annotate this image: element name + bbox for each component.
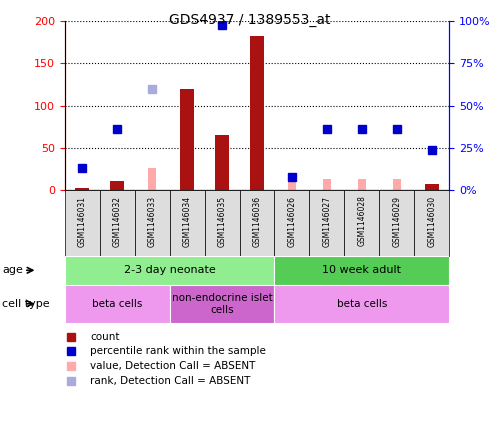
- Text: rank, Detection Call = ABSENT: rank, Detection Call = ABSENT: [90, 376, 250, 386]
- Text: non-endocrine islet
cells: non-endocrine islet cells: [172, 293, 272, 315]
- Text: GDS4937 / 1389553_at: GDS4937 / 1389553_at: [169, 13, 330, 27]
- FancyBboxPatch shape: [379, 190, 414, 256]
- Text: age: age: [2, 265, 23, 275]
- Text: GSM1146026: GSM1146026: [287, 195, 296, 247]
- FancyBboxPatch shape: [274, 285, 449, 323]
- Bar: [180, 89, 194, 190]
- Bar: [148, 168, 156, 190]
- Text: GSM1146030: GSM1146030: [427, 195, 436, 247]
- Bar: [75, 188, 89, 190]
- FancyBboxPatch shape: [65, 190, 100, 256]
- FancyBboxPatch shape: [170, 190, 205, 256]
- FancyBboxPatch shape: [240, 190, 274, 256]
- FancyBboxPatch shape: [414, 190, 449, 256]
- Bar: [393, 179, 401, 190]
- FancyBboxPatch shape: [100, 190, 135, 256]
- Text: GSM1146032: GSM1146032: [113, 195, 122, 247]
- Text: GSM1146031: GSM1146031: [78, 195, 87, 247]
- FancyBboxPatch shape: [205, 190, 240, 256]
- FancyBboxPatch shape: [135, 190, 170, 256]
- FancyBboxPatch shape: [65, 256, 274, 285]
- Text: GSM1146029: GSM1146029: [392, 195, 401, 247]
- Bar: [110, 181, 124, 190]
- Bar: [288, 179, 296, 190]
- Text: GSM1146033: GSM1146033: [148, 195, 157, 247]
- Text: percentile rank within the sample: percentile rank within the sample: [90, 346, 266, 356]
- FancyBboxPatch shape: [274, 256, 449, 285]
- Bar: [250, 36, 264, 190]
- Bar: [323, 179, 331, 190]
- Text: value, Detection Call = ABSENT: value, Detection Call = ABSENT: [90, 360, 256, 371]
- Bar: [358, 179, 366, 190]
- FancyBboxPatch shape: [65, 285, 170, 323]
- Text: 2-3 day neonate: 2-3 day neonate: [124, 265, 216, 275]
- FancyBboxPatch shape: [344, 190, 379, 256]
- Bar: [425, 184, 439, 190]
- Bar: [215, 135, 229, 190]
- Text: cell type: cell type: [2, 299, 50, 309]
- Text: GSM1146027: GSM1146027: [322, 195, 331, 247]
- FancyBboxPatch shape: [309, 190, 344, 256]
- Text: GSM1146035: GSM1146035: [218, 195, 227, 247]
- Text: count: count: [90, 332, 120, 342]
- Text: GSM1146036: GSM1146036: [252, 195, 261, 247]
- FancyBboxPatch shape: [274, 190, 309, 256]
- Text: beta cells: beta cells: [337, 299, 387, 309]
- FancyBboxPatch shape: [170, 285, 274, 323]
- Text: beta cells: beta cells: [92, 299, 142, 309]
- Text: GSM1146028: GSM1146028: [357, 195, 366, 247]
- Text: GSM1146034: GSM1146034: [183, 195, 192, 247]
- Text: 10 week adult: 10 week adult: [322, 265, 401, 275]
